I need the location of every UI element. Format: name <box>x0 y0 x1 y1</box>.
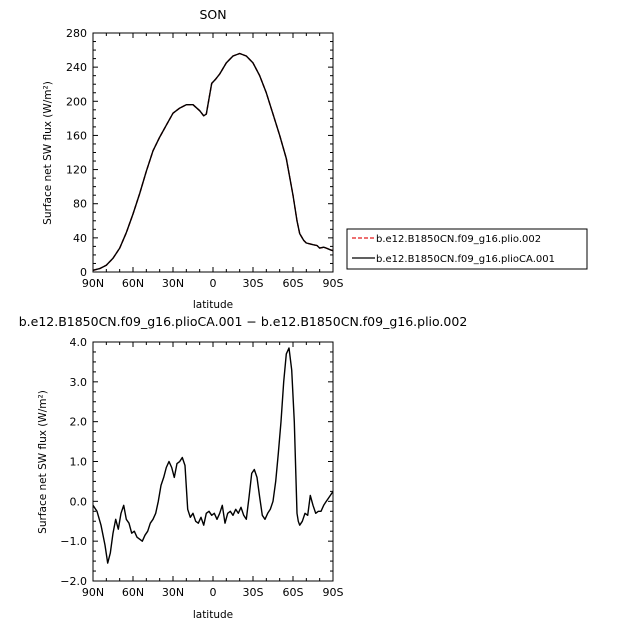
chart-2-y-tick-label: 3.0 <box>70 376 88 389</box>
chart-2-y-tick-label: 4.0 <box>70 336 88 349</box>
chart-1-x-tick-label: 90N <box>82 277 104 290</box>
chart-1-x-tick-label: 90S <box>323 277 344 290</box>
chart-1-x-tick-label: 30N <box>162 277 184 290</box>
chart-1-y-tick-label: 0 <box>80 266 87 279</box>
legend: b.e12.B1850CN.f09_g16.plio.002 b.e12.B18… <box>346 228 588 270</box>
chart-2-y-tick-label: 0.0 <box>70 495 88 508</box>
chart-1-x-tick-label: 60S <box>283 277 304 290</box>
chart-1-plot-frame <box>92 32 334 273</box>
chart-1-x-axis-label: latitude <box>193 299 233 311</box>
chart-2-series <box>92 347 334 564</box>
chart-1: SON 90N 60N 30N 0 30S 60S 90S 0 40 80 120 160 200 24… <box>42 7 344 311</box>
chart-1-y-tick-label: 160 <box>66 129 87 142</box>
chart-1-x-tick-labels: 90N 60N 30N 0 30S 60S 90S <box>82 277 344 290</box>
chart-1-series <box>92 52 334 271</box>
chart-1-y-tick-label: 280 <box>66 27 87 40</box>
chart-2-x-tick-label: 90N <box>82 586 104 599</box>
chart-1-x-tick-label: 0 <box>210 277 217 290</box>
chart-2-y-axis-label: Surface net SW flux (W/m²) <box>37 390 49 534</box>
chart-2-x-tick-label: 30S <box>243 586 264 599</box>
chart-2-x-tick-label: 60S <box>283 586 304 599</box>
chart-2-ticks <box>92 341 334 582</box>
chart-2-title: b.e12.B1850CN.f09_g16.plioCA.001 − b.e12… <box>19 314 468 329</box>
chart-2-series-line-1 <box>92 347 334 564</box>
chart-2-x-tick-label: 60N <box>122 586 144 599</box>
chart-1-x-tick-label: 60N <box>122 277 144 290</box>
chart-1-series-line-1 <box>92 52 334 271</box>
chart-1-y-tick-label: 240 <box>66 61 87 74</box>
chart-1-title: SON <box>199 7 226 22</box>
chart-2-x-tick-label: 0 <box>210 586 217 599</box>
chart-2: b.e12.B1850CN.f09_g16.plioCA.001 − b.e12… <box>19 314 468 621</box>
chart-2-x-tick-label: 90S <box>323 586 344 599</box>
chart-1-y-tick-label: 120 <box>66 164 87 177</box>
chart-1-y-tick-label: 40 <box>73 232 87 245</box>
chart-2-y-tick-label: 1.0 <box>70 456 88 469</box>
chart-2-x-tick-labels: 90N 60N 30N 0 30S 60S 90S <box>82 586 344 599</box>
chart-1-y-tick-label: 200 <box>66 95 87 108</box>
chart-2-y-tick-label: −1.0 <box>60 535 87 548</box>
chart-1-y-axis-label: Surface net SW flux (W/m²) <box>42 81 54 225</box>
legend-label-1: b.e12.B1850CN.f09_g16.plio.002 <box>376 234 541 245</box>
legend-box <box>346 228 588 270</box>
chart-2-x-axis-label: latitude <box>193 609 233 621</box>
chart-2-plot-frame <box>92 341 334 582</box>
legend-label-2: b.e12.B1850CN.f09_g16.plioCA.001 <box>376 254 555 265</box>
chart-1-y-tick-labels: 0 40 80 120 160 200 240 280 <box>66 27 87 279</box>
chart-2-y-tick-labels: −2.0 −1.0 0.0 1.0 2.0 3.0 4.0 <box>60 336 87 588</box>
chart-2-y-tick-label: 2.0 <box>70 416 88 429</box>
chart-1-series-line-2 <box>92 52 334 271</box>
chart-1-y-tick-label: 80 <box>73 198 87 211</box>
chart-1-ticks <box>92 32 334 273</box>
chart-2-y-tick-label: −2.0 <box>60 575 87 588</box>
chart-2-x-tick-label: 30N <box>162 586 184 599</box>
chart-1-x-tick-label: 30S <box>243 277 264 290</box>
